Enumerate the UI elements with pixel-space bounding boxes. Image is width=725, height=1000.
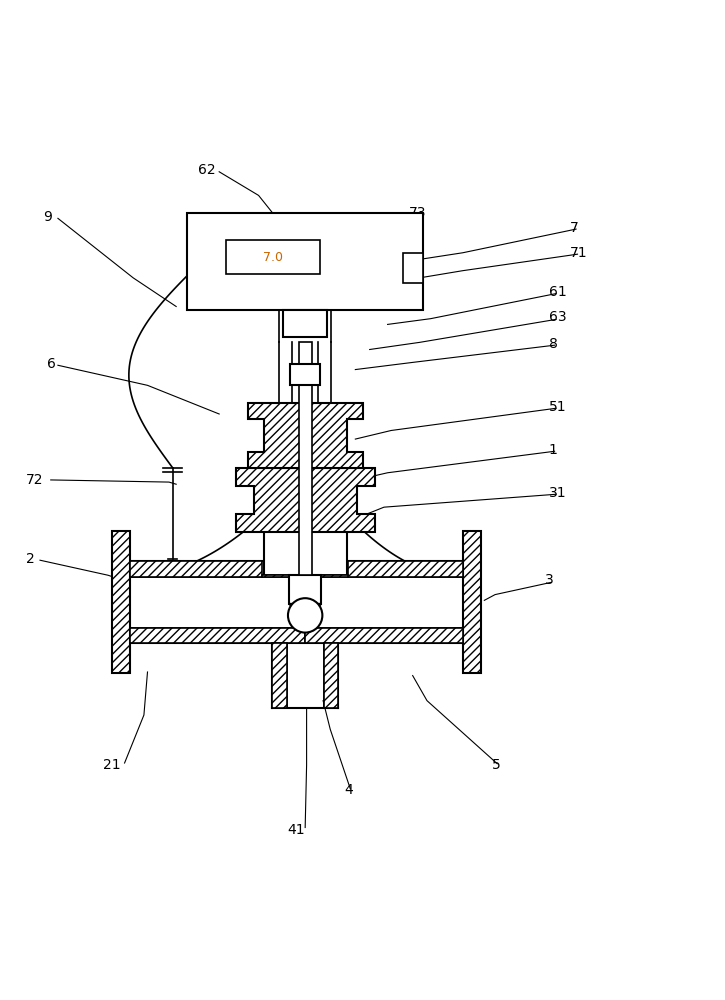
- Text: 63: 63: [549, 310, 566, 324]
- Polygon shape: [130, 561, 262, 577]
- Polygon shape: [324, 643, 338, 708]
- Polygon shape: [305, 628, 463, 643]
- Bar: [290, 364, 320, 385]
- Text: 2: 2: [25, 552, 34, 566]
- Text: 6: 6: [47, 357, 56, 371]
- Polygon shape: [272, 643, 286, 708]
- Bar: [283, 310, 328, 337]
- Polygon shape: [112, 531, 130, 673]
- Polygon shape: [248, 403, 362, 468]
- Polygon shape: [236, 468, 375, 532]
- Text: 5: 5: [492, 758, 500, 772]
- Bar: [403, 253, 423, 283]
- Text: 71: 71: [571, 246, 588, 260]
- Polygon shape: [463, 531, 481, 673]
- Text: 1: 1: [549, 443, 558, 457]
- Text: 72: 72: [25, 473, 44, 487]
- Polygon shape: [262, 575, 289, 577]
- Bar: [187, 213, 423, 310]
- Polygon shape: [289, 604, 321, 620]
- Text: 4: 4: [344, 783, 353, 797]
- Text: 51: 51: [549, 400, 566, 414]
- Text: 41: 41: [287, 823, 305, 837]
- Bar: [289, 575, 321, 604]
- Text: 61: 61: [549, 285, 566, 299]
- Polygon shape: [130, 628, 305, 643]
- Circle shape: [288, 598, 323, 633]
- Text: 21: 21: [103, 758, 120, 772]
- Bar: [299, 342, 312, 575]
- Text: 9: 9: [44, 210, 52, 224]
- Text: 8: 8: [549, 337, 558, 351]
- Text: 73: 73: [409, 206, 426, 220]
- Text: 7.0: 7.0: [263, 251, 283, 264]
- Polygon shape: [348, 561, 463, 577]
- Polygon shape: [321, 575, 348, 577]
- Text: 62: 62: [198, 163, 215, 177]
- Text: 7: 7: [571, 221, 579, 235]
- Text: 31: 31: [549, 486, 566, 500]
- Text: 3: 3: [545, 573, 554, 587]
- Bar: [226, 240, 320, 274]
